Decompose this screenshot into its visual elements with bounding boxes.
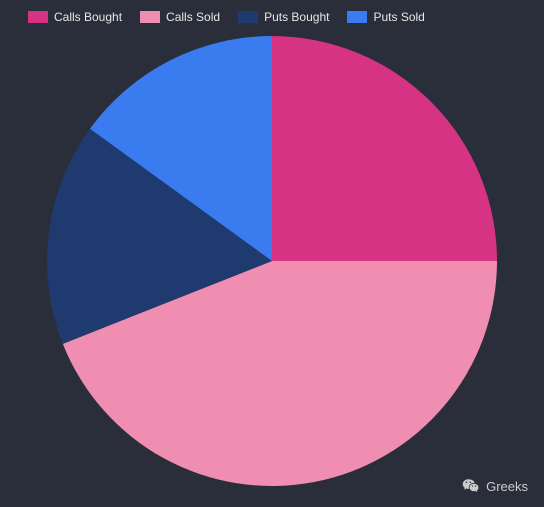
legend-label: Calls Bought [54,10,122,24]
legend: Calls Bought Calls Sold Puts Bought Puts… [0,0,544,24]
swatch-puts-sold [347,11,367,23]
legend-item-calls-sold[interactable]: Calls Sold [140,10,220,24]
swatch-puts-bought [238,11,258,23]
pie-slice-calls-bought[interactable] [272,36,497,261]
legend-label: Calls Sold [166,10,220,24]
legend-item-puts-bought[interactable]: Puts Bought [238,10,329,24]
legend-label: Puts Sold [373,10,424,24]
pie-chart [47,36,497,486]
watermark-text: Greeks [486,479,528,494]
legend-item-puts-sold[interactable]: Puts Sold [347,10,424,24]
pie-chart-container [0,36,544,486]
legend-item-calls-bought[interactable]: Calls Bought [28,10,122,24]
swatch-calls-bought [28,11,48,23]
swatch-calls-sold [140,11,160,23]
watermark: Greeks [462,477,528,495]
legend-label: Puts Bought [264,10,329,24]
wechat-icon [462,477,480,495]
